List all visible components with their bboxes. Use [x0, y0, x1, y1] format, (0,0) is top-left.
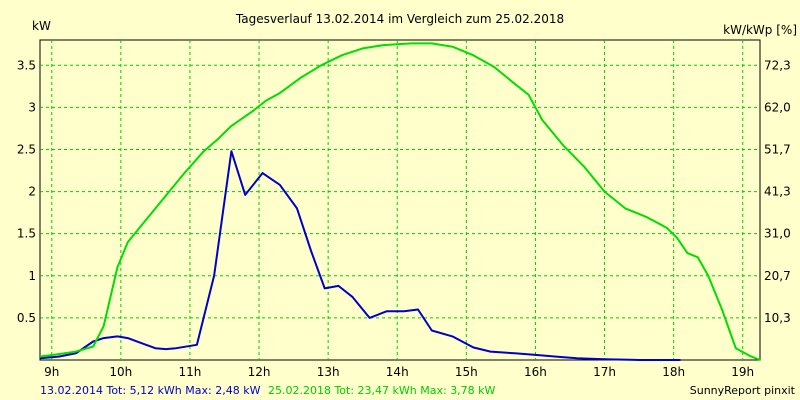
x-tick-label: 9h	[44, 365, 59, 379]
legend-series-1: 13.02.2014 Tot: 5,12 kWh Max: 2,48 kW	[40, 384, 261, 397]
y-right-tick-label: 62,0	[764, 100, 791, 114]
y-right-tick-label: 72,3	[764, 58, 791, 72]
x-tick-labels: 9h 10h 11h 12h 13h 14h 15h 16h 17h 18h 19h	[44, 365, 754, 379]
chart-title: Tagesverlauf 13.02.2014 im Vergleich zum…	[235, 12, 564, 26]
y-left-tick-labels: 0.5 1 1.5 2 2.5 3 3.5	[17, 58, 36, 325]
y-left-tick-label: 1	[28, 269, 36, 283]
y-right-tick-label: 41,3	[764, 185, 791, 199]
y-right-tick-label: 10,3	[764, 311, 791, 325]
y-right-tick-label: 20,7	[764, 269, 791, 283]
footer-credit: SunnyReport pinxit	[690, 384, 796, 397]
x-tick-label: 19h	[731, 365, 754, 379]
y-left-tick-label: 3	[28, 100, 36, 114]
x-tick-label: 16h	[524, 365, 547, 379]
y-left-tick-label: 1.5	[17, 227, 36, 241]
x-tick-label: 12h	[248, 365, 271, 379]
series-lines	[39, 42, 761, 361]
x-tick-label: 15h	[455, 365, 478, 379]
y-left-tick-label: 0.5	[17, 311, 36, 325]
y-left-label: kW	[32, 19, 51, 33]
x-tick-label: 17h	[593, 365, 616, 379]
grid	[40, 40, 760, 360]
y-right-tick-label: 51,7	[764, 142, 791, 156]
y-right-tick-label: 31,0	[764, 227, 791, 241]
y-left-tick-label: 2.5	[17, 142, 36, 156]
legend-series-2: 25.02.2018 Tot: 23,47 kWh Max: 3,78 kW	[268, 384, 496, 397]
x-tick-label: 10h	[109, 365, 132, 379]
series-line-1	[39, 150, 681, 361]
y-left-tick-label: 3.5	[17, 58, 36, 72]
x-tick-label: 18h	[662, 365, 685, 379]
x-tick-label: 13h	[317, 365, 340, 379]
x-tick-label: 11h	[179, 365, 202, 379]
y-right-label: kW/kWp [%]	[723, 23, 797, 37]
plot-area	[39, 39, 761, 361]
footer-legend: 13.02.2014 Tot: 5,12 kWh Max: 2,48 kW 25…	[40, 384, 496, 397]
series-line-2	[39, 42, 761, 361]
y-left-tick-label: 2	[28, 185, 36, 199]
x-tick-label: 14h	[386, 365, 409, 379]
y-right-tick-labels: 10,3 20,7 31,0 41,3 51,7 62,0 72,3	[764, 58, 791, 325]
